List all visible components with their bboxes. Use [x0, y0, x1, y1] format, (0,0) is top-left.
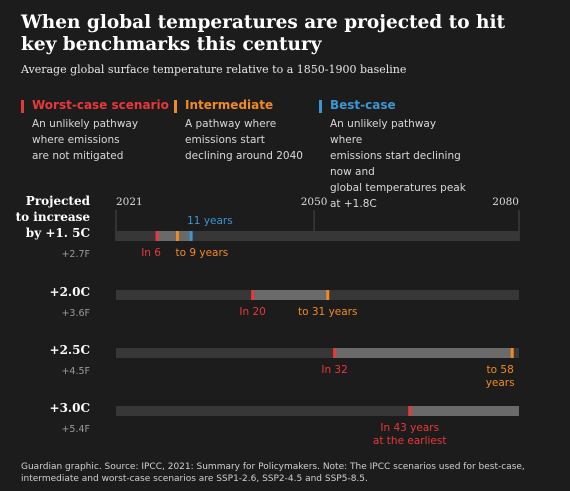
row-fahrenheit: +5.4F [61, 424, 90, 435]
bar-track [116, 231, 519, 241]
x-tick-label: 2080 [492, 196, 519, 208]
worst-label: at the earliest [373, 435, 447, 447]
range-band [409, 406, 519, 416]
worst-case-swatch [21, 100, 24, 113]
best-marker [189, 231, 193, 241]
worst-label: In 6 [141, 247, 161, 259]
bar-track [116, 406, 519, 416]
worst-case-description: An unlikely pathway where emissions are … [32, 118, 139, 162]
chart-subtitle: Average global surface temperature relat… [21, 63, 407, 76]
intermediate-label: years [486, 377, 515, 389]
row-fahrenheit: +2.7F [61, 249, 90, 260]
best-case-name: Best-case [330, 98, 396, 112]
row-label: +2.0C [50, 285, 90, 299]
best-case-swatch [319, 100, 322, 113]
intermediate-label: to 31 years [298, 306, 357, 318]
chart-title: When global temperatures are projected t… [21, 12, 506, 55]
intermediate-marker [510, 348, 514, 358]
worst-label: In 43 years [380, 422, 439, 434]
row-label: +2.5C [50, 343, 90, 357]
intermediate-marker [326, 290, 330, 300]
worst-case-name: Worst-case scenario [32, 98, 169, 112]
x-tick-label: 2050 [301, 196, 328, 208]
bar-track [116, 348, 519, 358]
range-band [252, 290, 328, 300]
worst-marker [333, 348, 337, 358]
intermediate-label: to 9 years [175, 247, 228, 259]
x-tick-label: 2021 [116, 196, 143, 208]
worst-label: In 20 [239, 306, 265, 318]
row-label-line: to increase [16, 210, 91, 224]
row-fahrenheit: +4.5F [61, 366, 90, 377]
worst-marker [155, 231, 159, 241]
worst-marker [251, 290, 255, 300]
footnote: Guardian graphic. Source: IPCC, 2021: Su… [21, 462, 525, 484]
worst-marker [408, 406, 412, 416]
intermediate-marker [175, 231, 179, 241]
best-label: 11 years [187, 215, 233, 227]
row-label: +3.0C [50, 401, 90, 415]
best-case-description: An unlikely pathway where emissions star… [330, 118, 466, 210]
range-band [156, 231, 192, 241]
row-fahrenheit: +3.6F [61, 308, 90, 319]
row-label-line: Projected [26, 194, 91, 208]
range-band [334, 348, 513, 358]
intermediate-description: A pathway where emissions start declinin… [185, 118, 303, 162]
row-label-line: by +1. 5C [26, 226, 90, 240]
intermediate-swatch [174, 100, 177, 113]
worst-label: In 32 [321, 364, 347, 376]
intermediate-name: Intermediate [185, 98, 274, 112]
intermediate-label: to 58 [487, 364, 514, 376]
